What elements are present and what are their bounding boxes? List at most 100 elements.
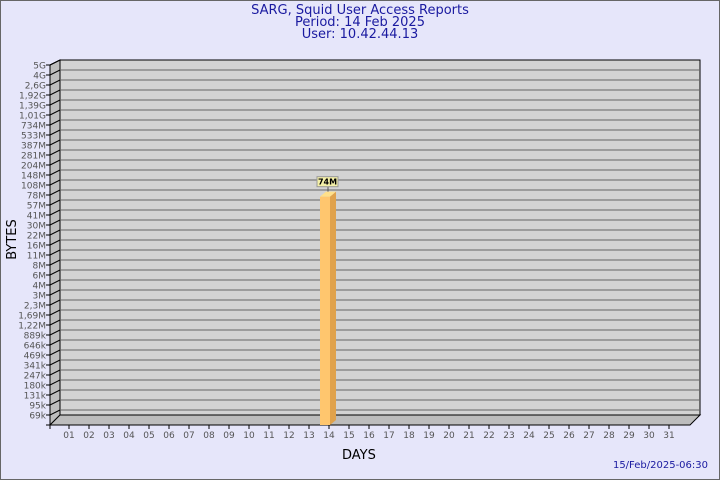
y-tick-label: 2,3M (24, 302, 46, 312)
y-tick-diagonal (49, 239, 61, 246)
y-tick-label: 1,22M (18, 322, 46, 332)
chart-title: SARG, Squid User Access Reports (251, 3, 469, 18)
y-tick-label: 6M (33, 272, 47, 282)
y-tick-diagonal (49, 399, 61, 406)
x-tick-label: 20 (443, 431, 455, 441)
y-tick-label: 4G (33, 72, 46, 82)
x-tick-label: 04 (123, 431, 135, 441)
x-tick-label: 19 (423, 431, 435, 441)
y-tick-diagonal (49, 119, 61, 126)
y-tick-diagonal (49, 99, 61, 106)
chart-period: Period: 14 Feb 2025 (295, 15, 425, 30)
x-tick-label: 07 (183, 431, 194, 441)
x-tick-label: 10 (243, 431, 255, 441)
y-tick-label: 646k (24, 342, 47, 352)
y-tick-diagonal (49, 289, 61, 296)
y-tick-diagonal (49, 89, 61, 96)
bar (320, 196, 330, 425)
x-tick-label: 26 (563, 431, 575, 441)
y-tick-label: 281M (21, 152, 46, 162)
y-tick-label: 108M (21, 182, 46, 192)
y-tick-label: 22M (27, 232, 46, 242)
data-label-box (316, 176, 339, 188)
y-tick-diagonal (49, 339, 61, 346)
y-tick-label: 148M (21, 172, 46, 182)
y-tick-label: 5G (33, 62, 46, 72)
x-tick-label: 29 (623, 431, 635, 441)
y-tick-label: 69k (29, 412, 46, 422)
y-tick-label: 469k (24, 352, 47, 362)
y-tick-label: 2,6G (25, 82, 46, 92)
x-tick-label: 05 (143, 431, 154, 441)
y-tick-label: 8M (33, 262, 47, 272)
x-tick-label: 22 (483, 431, 494, 441)
y-tick-diagonal (49, 299, 61, 306)
y-tick-label: 41M (27, 212, 46, 222)
x-tick-label: 30 (643, 431, 655, 441)
x-tick-label: 27 (583, 431, 594, 441)
x-tick-label: 21 (463, 431, 474, 441)
y-tick-diagonal (49, 369, 61, 376)
x-axis-label: DAYS (342, 448, 376, 463)
y-tick-diagonal (49, 269, 61, 276)
y-tick-label: 1,39G (19, 102, 46, 112)
bar-side (330, 191, 336, 425)
x-tick-label: 16 (363, 431, 375, 441)
y-tick-label: 78M (27, 192, 46, 202)
y-tick-diagonal (49, 69, 61, 76)
y-tick-diagonal (49, 149, 61, 156)
y-tick-diagonal (49, 249, 61, 256)
y-tick-label: 95k (29, 402, 46, 412)
y-tick-diagonal (49, 189, 61, 196)
y-tick-label: 734M (21, 122, 46, 132)
y-tick-label: 889k (24, 332, 47, 342)
y-tick-diagonal (49, 389, 61, 396)
y-tick-label: 16M (27, 242, 46, 252)
y-tick-label: 180k (24, 382, 47, 392)
y-tick-diagonal (49, 329, 61, 336)
x-tick-label: 11 (263, 431, 274, 441)
x-tick-label: 08 (203, 431, 215, 441)
y-tick-diagonal (49, 309, 61, 316)
x-tick-label: 14 (323, 431, 335, 441)
data-label: 74M (318, 178, 337, 187)
x-tick-label: 28 (603, 431, 615, 441)
x-tick-label: 06 (163, 431, 175, 441)
x-tick-label: 23 (503, 431, 514, 441)
y-tick-diagonal (49, 229, 61, 236)
y-tick-label: 57M (27, 202, 46, 212)
y-tick-diagonal (49, 169, 61, 176)
y-tick-diagonal (49, 409, 61, 416)
x-tick-label: 31 (663, 431, 674, 441)
y-tick-diagonal (49, 129, 61, 136)
y-tick-label: 1,01G (19, 112, 46, 122)
generated-timestamp: 15/Feb/2025-06:30 (612, 460, 708, 471)
y-tick-diagonal (49, 109, 61, 116)
y-tick-diagonal (49, 199, 61, 206)
x-tick-label: 01 (63, 431, 74, 441)
y-tick-label: 11M (27, 252, 46, 262)
x-tick-label: 25 (543, 431, 554, 441)
y-tick-diagonal (49, 359, 61, 366)
y-tick-diagonal (49, 139, 61, 146)
y-tick-label: 387M (21, 142, 46, 152)
y-tick-diagonal (49, 209, 61, 216)
x-tick-label: 12 (283, 431, 294, 441)
y-tick-label: 1,69M (18, 312, 46, 322)
bar-top (320, 191, 336, 197)
x-tick-label: 13 (303, 431, 314, 441)
y-tick-diagonal (49, 279, 61, 286)
x-tick-label: 24 (523, 431, 535, 441)
y-tick-diagonal (49, 319, 61, 326)
y-tick-diagonal (49, 159, 61, 166)
x-tick-label: 09 (223, 431, 235, 441)
y-tick-diagonal (49, 379, 61, 386)
x-tick-label: 15 (343, 431, 354, 441)
y-tick-label: 30M (27, 222, 46, 232)
x-tick-label: 18 (403, 431, 415, 441)
x-tick-label: 02 (83, 431, 94, 441)
y-tick-label: 3M (33, 292, 47, 302)
x-tick-label: 17 (383, 431, 394, 441)
x-tick-label: 03 (103, 431, 114, 441)
